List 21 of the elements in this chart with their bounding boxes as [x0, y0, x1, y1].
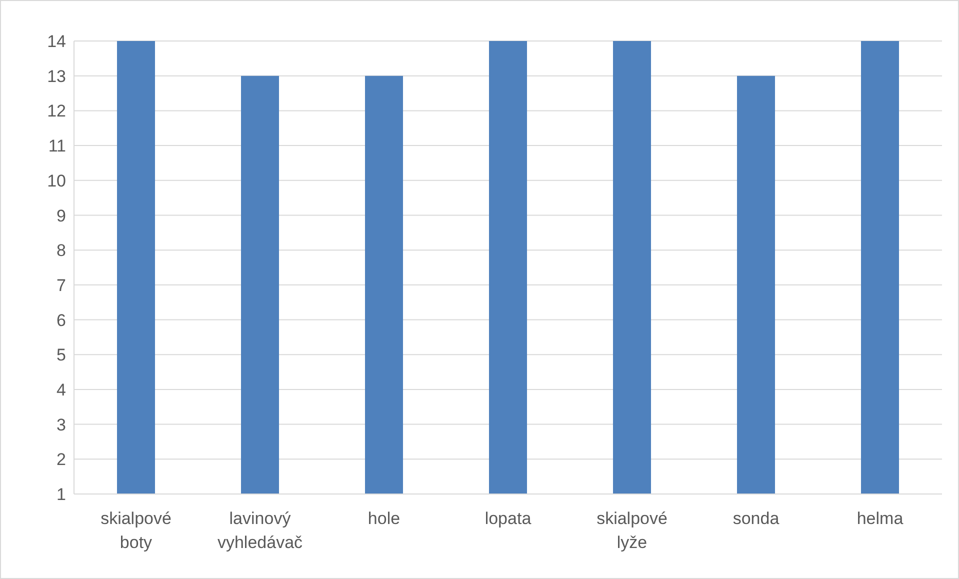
x-tick-label: lopata: [484, 509, 532, 528]
y-tick-label: 4: [56, 380, 66, 400]
x-tick-label: skialpové lyže: [596, 509, 668, 552]
y-tick-label: 13: [47, 66, 66, 86]
y-tick-label: 6: [56, 310, 66, 330]
x-tick-label: sonda: [732, 509, 780, 528]
y-tick-label: 8: [56, 241, 66, 260]
x-tick-label: helma: [856, 509, 904, 528]
y-tick-label: 9: [56, 206, 66, 226]
x-tick-label: lavinový vyhledávač: [217, 509, 304, 552]
x-tick-label: hole: [368, 509, 400, 528]
y-tick-label: 7: [56, 276, 66, 295]
y-tick-label: 5: [56, 346, 66, 365]
y-tick-label: 12: [47, 102, 66, 121]
y-tick-label: 11: [48, 136, 66, 156]
y-tick-label: 10: [47, 171, 66, 190]
x-tick-label: skialpové boty: [100, 509, 172, 552]
y-tick-label: 3: [56, 415, 66, 434]
y-tick-label: 2: [56, 450, 66, 470]
y-tick-label: 14: [47, 32, 66, 52]
y-tick-label: 1: [56, 485, 66, 504]
